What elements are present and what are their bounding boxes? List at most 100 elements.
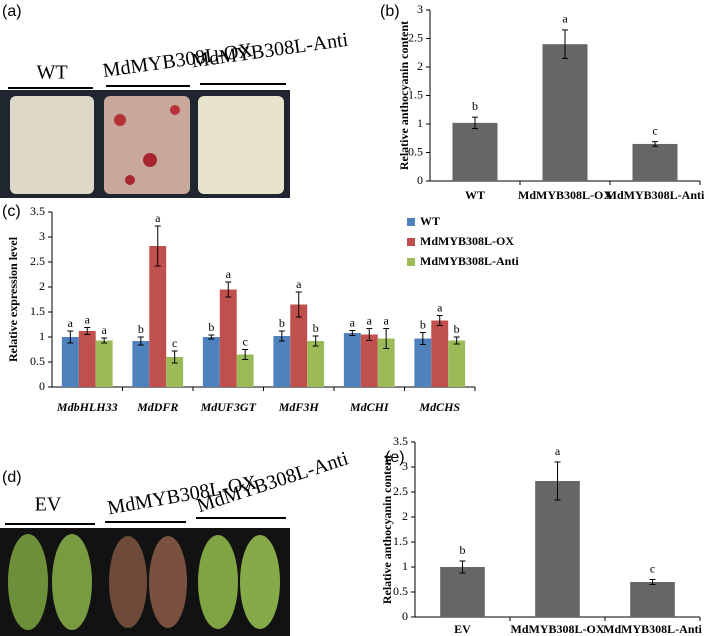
significance-letter: a: [350, 315, 356, 329]
y-tick-label: 0: [39, 379, 45, 393]
y-tick-label: 1: [402, 559, 408, 573]
x-tick-label: MdUF3GT: [200, 400, 257, 414]
bar: [448, 340, 466, 387]
bar: [632, 143, 678, 181]
y-tick-label: 3: [402, 459, 408, 473]
legend-label: WT: [420, 214, 440, 228]
bar: [290, 304, 308, 387]
y-tick-label: 2: [417, 59, 423, 73]
x-tick-label: MdbHLH33: [56, 400, 118, 414]
significance-letter: b: [454, 322, 460, 336]
bar: [535, 481, 580, 617]
bar: [630, 582, 675, 617]
y-tick-label: 0: [402, 609, 408, 623]
sample-label: MdMYB308L-Anti: [190, 29, 350, 73]
significance-letter: b: [472, 99, 478, 113]
significance-letter: a: [226, 267, 232, 281]
x-tick-label: MdMYB308L-Anti: [606, 188, 705, 202]
significance-letter: b: [460, 543, 466, 557]
significance-letter: a: [367, 313, 373, 327]
sample-label: WT: [36, 62, 67, 84]
y-tick-label: 0.5: [30, 354, 45, 368]
y-tick-label: 1: [417, 116, 423, 130]
significance-letter: b: [420, 317, 426, 331]
legend-label: MdMYB308L-Anti: [420, 254, 519, 268]
y-tick-label: 0.5: [408, 144, 423, 158]
x-tick-label: WT: [465, 188, 485, 202]
y-axis-label: Relative anthocyanin content: [380, 455, 394, 604]
legend-swatch: [407, 238, 415, 246]
legend-swatch: [407, 218, 415, 226]
bar: [542, 44, 588, 182]
bar: [95, 340, 113, 387]
bar: [61, 337, 79, 387]
significance-letter: a: [85, 312, 91, 326]
legend-swatch: [407, 258, 415, 266]
panel-label: (a): [2, 3, 22, 20]
y-tick-label: 1.5: [393, 534, 408, 548]
panel-label: (e): [385, 449, 405, 466]
y-tick-label: 2: [402, 509, 408, 523]
panel-label: (d): [2, 469, 22, 486]
bar: [202, 337, 220, 387]
y-tick-label: 2: [39, 279, 45, 293]
x-tick-label: MdMYB308L-Anti: [603, 622, 702, 636]
bar: [360, 334, 378, 387]
bar: [149, 246, 167, 387]
y-axis-label: Relative anthocyanin content: [397, 21, 411, 170]
y-tick-label: 2.5: [30, 254, 45, 268]
significance-letter: a: [562, 12, 568, 26]
significance-letter: a: [384, 313, 390, 327]
bar: [78, 331, 96, 387]
significance-letter: c: [243, 334, 248, 348]
significance-letter: a: [555, 444, 561, 458]
photo-callus: [0, 83, 290, 198]
x-tick-label: EV: [454, 622, 471, 636]
bar: [343, 333, 361, 387]
y-tick-label: 3.5: [393, 434, 408, 448]
significance-letter: a: [102, 323, 108, 337]
x-tick-label: MdCHS: [418, 400, 460, 414]
significance-letter: b: [138, 322, 144, 336]
panel-label: (c): [2, 203, 21, 220]
x-tick-label: MdDFR: [136, 400, 178, 414]
y-tick-label: 3: [39, 229, 45, 243]
y-tick-label: 1.5: [408, 87, 423, 101]
bar: [440, 567, 485, 617]
significance-letter: c: [650, 561, 655, 575]
bar: [414, 338, 432, 387]
significance-letter: a: [437, 300, 443, 314]
sample-label: EV: [35, 494, 62, 516]
bar: [219, 289, 237, 387]
y-tick-label: 3: [417, 2, 423, 16]
bar: [307, 341, 325, 387]
y-axis-label: Relative expression level: [6, 236, 20, 362]
y-tick-label: 0.5: [393, 584, 408, 598]
x-tick-label: MdMYB308L-OX: [518, 188, 612, 202]
photo-leaves: [0, 517, 290, 636]
bar: [452, 122, 498, 181]
significance-letter: c: [652, 123, 657, 137]
significance-letter: a: [68, 316, 74, 330]
significance-letter: c: [172, 336, 177, 350]
x-tick-label: MdMYB308L-OX: [511, 622, 605, 636]
x-tick-label: MdCHI: [349, 400, 390, 414]
significance-letter: b: [208, 320, 214, 334]
y-tick-label: 1.5: [30, 304, 45, 318]
y-tick-label: 2.5: [393, 484, 408, 498]
y-tick-label: 0: [417, 173, 423, 187]
panel-label: (b): [380, 3, 400, 20]
significance-letter: a: [155, 211, 161, 225]
bar: [431, 320, 449, 387]
y-tick-label: 1: [39, 329, 45, 343]
significance-letter: b: [279, 316, 285, 330]
bar: [236, 354, 254, 387]
bar: [132, 341, 150, 387]
y-tick-label: 3.5: [30, 204, 45, 218]
legend-label: MdMYB308L-OX: [420, 234, 514, 248]
x-tick-label: MdF3H: [278, 400, 320, 414]
bar: [166, 357, 184, 387]
y-tick-label: 2.5: [408, 30, 423, 44]
